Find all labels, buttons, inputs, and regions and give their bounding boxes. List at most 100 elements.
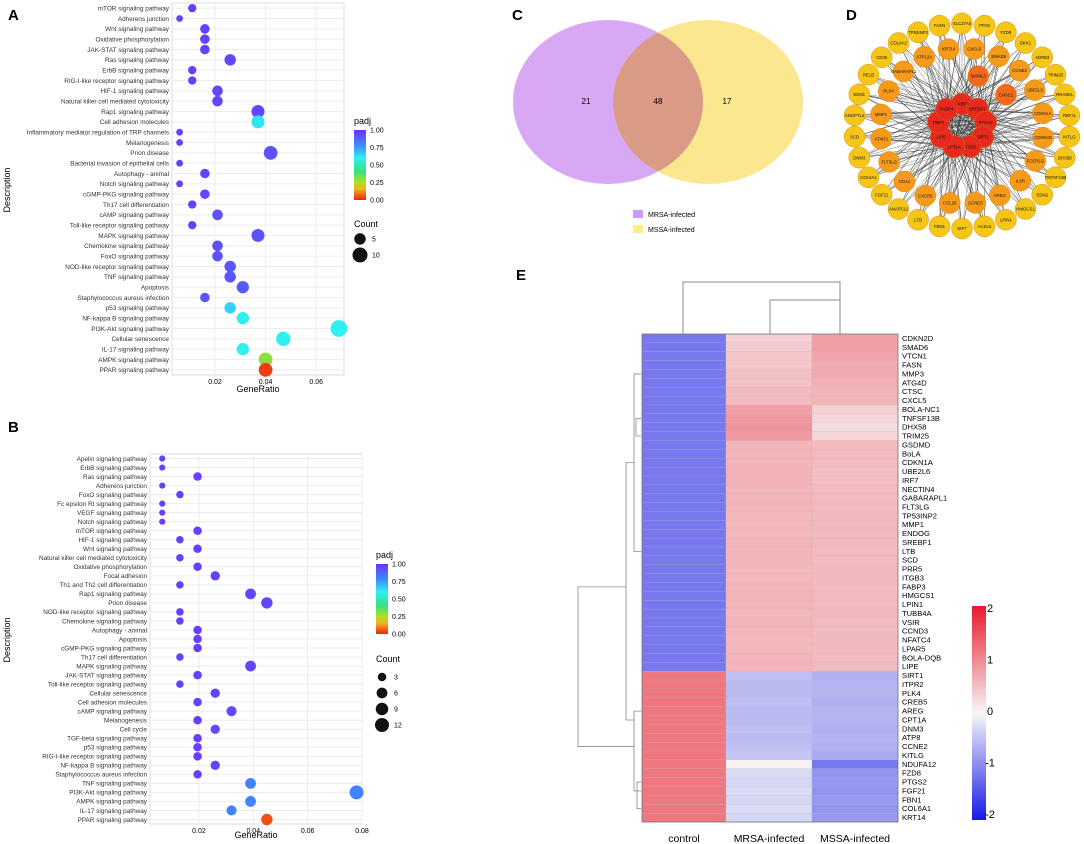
network-node xyxy=(857,63,880,86)
heatmap-cell xyxy=(641,795,727,805)
network-edge xyxy=(898,42,947,110)
category-label: JAK-STAT signaling pathway xyxy=(87,47,169,54)
heatmap-cell xyxy=(725,484,813,495)
network-node xyxy=(951,12,973,35)
network-node-label: EDN1 xyxy=(854,92,866,97)
heatmap-cell xyxy=(725,750,813,761)
category-label: Rap1 signaling pathway xyxy=(101,109,170,116)
x-tick-label: 0.06 xyxy=(301,828,315,835)
heatmap-cell xyxy=(725,742,813,752)
category-label: NF-kappa B signaling pathway xyxy=(82,315,169,322)
x-tick-label: 0.08 xyxy=(355,828,369,835)
network-node-label: TP53INP2 xyxy=(908,30,928,35)
heatmap-cell xyxy=(811,600,899,610)
x-tick-label: 0.06 xyxy=(309,379,323,386)
network-edge xyxy=(939,136,942,227)
data-point xyxy=(188,76,197,85)
data-point xyxy=(258,362,273,377)
data-point xyxy=(188,200,197,209)
heatmap-row-label: LTB xyxy=(902,547,915,556)
heatmap-row-label: LPAR5 xyxy=(902,644,926,653)
category-label: Natural killer cell mediated cytotoxicit… xyxy=(39,555,148,562)
data-point xyxy=(159,500,166,507)
heatmap-cell xyxy=(811,759,899,770)
heatmap-cell xyxy=(725,529,813,539)
panel-b-ylabel: Description xyxy=(2,617,12,662)
heatmap-cell xyxy=(811,342,899,353)
data-point xyxy=(193,743,202,752)
heatmap-cell xyxy=(811,786,899,796)
network-node xyxy=(870,128,892,150)
heatmap-row-label: KRT14 xyxy=(902,813,926,822)
network-edge xyxy=(854,115,939,123)
heatmap-cell xyxy=(725,662,813,672)
heatmap-cell xyxy=(811,777,899,787)
colorbar-tick-label: 0.75 xyxy=(392,579,406,586)
data-point xyxy=(176,490,184,499)
network-node-label: MAML3 xyxy=(971,74,986,79)
category-label: PPAR signaling pathway xyxy=(99,367,169,374)
heatmap-cell xyxy=(641,688,727,699)
network-node xyxy=(914,184,936,207)
heatmap-row-label: BOLA-DQB xyxy=(902,653,941,662)
network-node-label: RELB xyxy=(863,72,874,77)
heatmap-row-label: PRR5 xyxy=(902,565,922,574)
network-edge xyxy=(868,74,939,123)
heatmap-cell xyxy=(725,466,813,477)
heatmap-row-label: LPIN1 xyxy=(902,600,923,609)
heatmap-cell xyxy=(725,387,813,397)
network-node-label: RBFJL xyxy=(1063,113,1077,118)
category-label: Staphylococcus aureus infection xyxy=(77,295,169,302)
network-edge xyxy=(859,121,986,158)
heatmap-cell xyxy=(725,688,813,699)
network-node-label: ITGB3 xyxy=(964,144,977,149)
data-point xyxy=(236,281,249,294)
heatmap-cell xyxy=(811,475,899,486)
category-label: TNF signaling pathway xyxy=(82,781,148,788)
heatmap-cell xyxy=(725,546,813,557)
heatmap-cell xyxy=(725,697,813,707)
category-label: HIF-1 signaling pathway xyxy=(100,88,169,95)
dendrogram-branch xyxy=(633,373,641,552)
heatmap-column-label: MSSA-infected xyxy=(820,833,890,844)
heatmap-cell xyxy=(725,493,813,503)
network-node-label: KITLG xyxy=(1063,134,1076,139)
network-edge xyxy=(868,146,954,178)
network-edge xyxy=(946,109,976,203)
dendrogram-branch xyxy=(625,462,634,721)
heatmap-cell xyxy=(725,777,813,787)
data-point xyxy=(251,228,265,243)
heatmap-cell xyxy=(811,662,899,672)
colorbar-tick-label: 0.25 xyxy=(392,614,406,621)
network-node-label: CDKN1A xyxy=(1034,111,1052,116)
network-node xyxy=(1014,198,1037,220)
network-node xyxy=(913,46,935,68)
heatmap-cell xyxy=(641,768,727,778)
category-label: RIG-I-like receptor signaling pathway xyxy=(64,78,170,85)
heatmap-row-label: PLK4 xyxy=(902,689,921,698)
data-point xyxy=(251,104,265,119)
network-node-label: ADRB3 xyxy=(1035,55,1050,60)
heatmap-cell xyxy=(811,449,899,459)
heatmap-cell xyxy=(811,529,899,539)
heatmap-cell xyxy=(725,759,813,770)
heatmap-row-label: CDKN2D xyxy=(902,334,934,343)
heatmap-row-label: CTSC xyxy=(902,387,923,396)
network-node-label: TNFSF13B xyxy=(1045,175,1067,180)
heatmap-cell xyxy=(811,484,899,495)
heatmap-row-label: TRIM25 xyxy=(902,432,929,441)
heatmap-row-label: NDUFA12 xyxy=(902,760,936,769)
network-edge xyxy=(939,146,955,227)
network-node xyxy=(1008,59,1031,82)
network-node xyxy=(857,166,880,189)
data-point xyxy=(224,302,236,314)
heatmap-cell xyxy=(641,635,727,645)
count-legend-label: 12 xyxy=(394,723,402,730)
network-node xyxy=(935,97,958,121)
category-label: Cell adhesion molecules xyxy=(100,119,169,126)
heatmap-cell xyxy=(811,742,899,752)
heatmap-cell xyxy=(725,502,813,512)
network-edge xyxy=(898,146,971,210)
heatmap-cell xyxy=(641,546,727,557)
